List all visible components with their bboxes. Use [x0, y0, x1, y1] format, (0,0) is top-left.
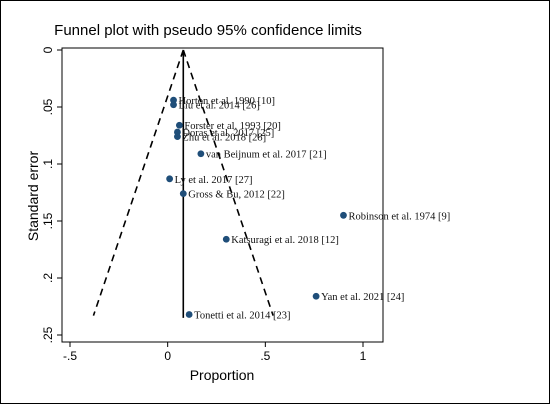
study-label: Yan et al. 2021 [24]: [321, 292, 404, 303]
study-label: Zhu et al. 2018 [28]: [182, 133, 266, 144]
study-label: Liu et al. 2014 [26]: [179, 101, 260, 112]
y-tick-label: .2: [41, 273, 55, 283]
x-tick-label: 1: [360, 349, 367, 363]
study-label: van Beijnum et al. 2017 [21]: [206, 150, 327, 161]
x-tick-label: 0: [164, 349, 171, 363]
study-point: [222, 235, 230, 243]
study-label: Ly et al. 2017 [27]: [175, 175, 253, 186]
funnel-lines: [92, 49, 274, 318]
study-label: Robinson et al. 1974 [9]: [348, 211, 450, 222]
x-tick-label: -.5: [63, 349, 77, 363]
study-label: Doras et al. 2017 [25]: [182, 128, 274, 139]
y-tick-label: .25: [41, 326, 55, 343]
x-tick-label: .5: [260, 349, 270, 363]
y-tick-label: .1: [41, 159, 55, 169]
x-axis: -.5 0 .5 1: [63, 342, 367, 363]
chart-title: Funnel plot with pseudo 95% confidence l…: [54, 22, 362, 39]
study-point: [166, 175, 174, 183]
y-tick-label: .15: [41, 212, 55, 229]
study-point: [170, 101, 177, 109]
y-tick-label: 0: [41, 46, 55, 53]
study-point: [179, 190, 187, 198]
y-axis-label: Standard error: [25, 151, 41, 242]
study-point: [175, 121, 183, 129]
y-axis: 0 .05 .1 .15 .2 .25: [41, 46, 62, 343]
study-point: [185, 311, 193, 318]
study-label: Forster et al. 1993 [20]: [184, 121, 281, 132]
x-axis-label: Proportion: [190, 367, 255, 383]
confidence-limit-line: [92, 49, 185, 316]
study-label: Gross & Bu, 2012 [22]: [188, 190, 285, 201]
study-label: Horton et al. 1990 [10]: [179, 96, 276, 107]
confidence-limit-line: [182, 49, 274, 316]
study-label: Katsuragi et al. 2018 [12]: [231, 235, 339, 246]
study-point: [174, 133, 181, 141]
data-points: Horton et al. 1990 [10]Liu et al. 2014 […: [166, 96, 450, 321]
study-point: [197, 150, 205, 158]
study-label: Tonetti et al. 2014 [23]: [194, 310, 290, 321]
study-point: [340, 211, 347, 219]
y-tick-label: .05: [41, 98, 55, 115]
plot-area: [61, 47, 384, 343]
study-point: [312, 292, 320, 300]
